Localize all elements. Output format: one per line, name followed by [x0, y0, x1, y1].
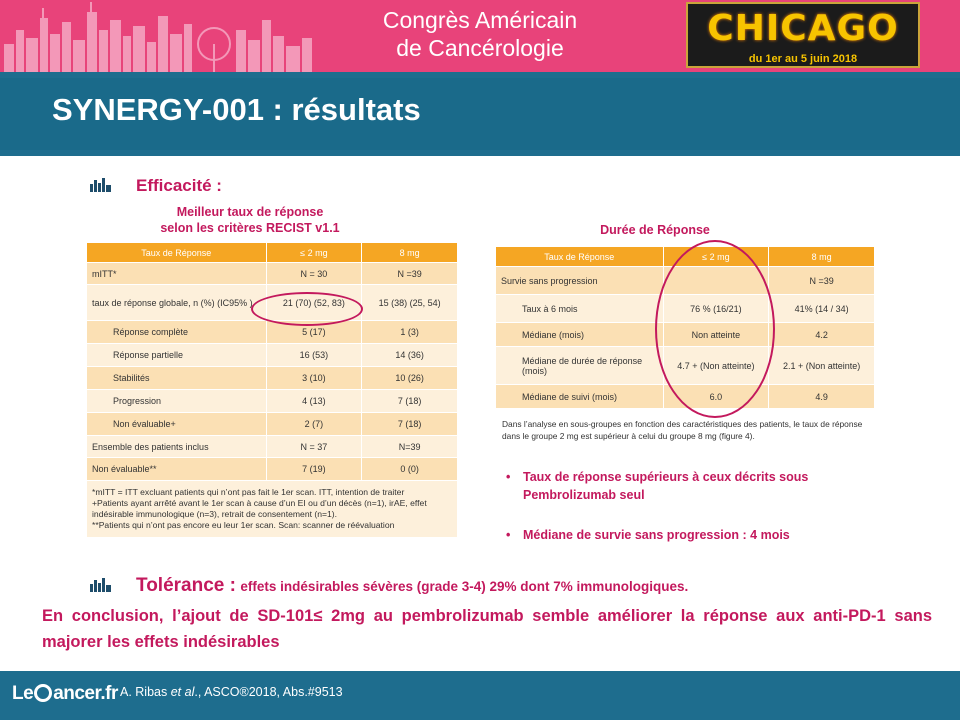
chicago-badge: CHICAGO du 1er au 5 juin 2018 [686, 2, 920, 68]
citation: A. Ribas et al., ASCO®2018, Abs.#9513 [120, 685, 343, 699]
cell-8mg: 41% (14 / 34) [768, 294, 875, 323]
row-label: mITT* [86, 262, 267, 285]
conclusion-text: En conclusion, l’ajout de SD-101≤ 2mg au… [42, 607, 932, 651]
row-label: Médiane de suivi (mois) [495, 384, 664, 409]
tolerance-line: Tolérance : effets indésirables sévères … [136, 575, 688, 597]
citation-source: ., ASCO®2018, Abs.#9513 [194, 685, 343, 699]
row-label: Progression [86, 389, 267, 413]
row-label: Médiane de durée de réponse (mois) [495, 346, 664, 385]
cell-2mg: 3 (10) [265, 366, 363, 390]
cell-8mg: 7 (18) [361, 412, 458, 436]
footer-band [0, 671, 960, 720]
cell-2mg: 4 (13) [265, 389, 363, 413]
logo-text-left: Le [12, 683, 34, 704]
cell-8mg: N =39 [768, 266, 875, 295]
tolerance-heading: Tolérance : [136, 575, 236, 596]
table-row: Réponse complète 5 (17) 1 (3) [86, 320, 458, 344]
row-label: Survie sans progression [495, 266, 664, 295]
logo-text-right: ancer.fr [53, 683, 118, 704]
table-row: Non évaluable+ 2 (7) 7 (18) [86, 412, 458, 436]
cell-8mg: N =39 [361, 262, 458, 285]
row-label: Médiane (mois) [495, 322, 664, 347]
cell-8mg: 7 (18) [361, 389, 458, 413]
bullet-text: Médiane de survie sans progression : 4 m… [523, 528, 790, 542]
table-header: ≤ 2 mg [265, 242, 363, 263]
skyline-bullet-icon [90, 578, 111, 592]
cell-8mg: 4.2 [768, 322, 875, 347]
congress-title: Congrès Américain de Cancérologie [330, 6, 630, 62]
bullet-dot: • [506, 528, 511, 542]
table-notes-row: *mITT = ITT excluant patients qui n’ont … [86, 480, 458, 538]
row-label: Stabilités [86, 366, 267, 390]
cell-2mg: 7 (19) [265, 457, 363, 481]
table-row: Non évaluable** 7 (19) 0 (0) [86, 457, 458, 481]
bullet-item: • Taux de réponse supérieurs à ceux décr… [506, 468, 846, 504]
duration-table: Taux de Réponse ≤ 2 mg 8 mg Survie sans … [495, 246, 875, 409]
response-rate-table: Taux de Réponse ≤ 2 mg 8 mg mITT* N = 30… [86, 242, 458, 538]
cell-8mg: 10 (26) [361, 366, 458, 390]
row-label: Ensemble des patients inclus [86, 435, 267, 458]
table-header: 8 mg [361, 242, 458, 263]
row-label: taux de réponse globale, n (%) (IC95% ) [86, 284, 267, 321]
table-row: Ensemble des patients inclus N = 37 N=39 [86, 435, 458, 458]
efficacy-subtitle-line2: selon les critères RECIST v1.1 [160, 221, 340, 235]
table-notes: *mITT = ITT excluant patients qui n’ont … [86, 480, 458, 538]
citation-etal: et al [170, 685, 195, 699]
citation-authors: A. Ribas [120, 685, 171, 699]
congress-title-line2: de Cancérologie [396, 35, 564, 61]
cell-2mg: N = 30 [265, 262, 363, 285]
cell-2mg: 16 (53) [265, 343, 363, 367]
row-label: Non évaluable** [86, 457, 267, 481]
congress-dates: du 1er au 5 juin 2018 [748, 53, 858, 65]
cell-8mg: N=39 [361, 435, 458, 458]
cell-2mg: 2 (7) [265, 412, 363, 436]
congress-title-line1: Congrès Américain [382, 7, 578, 33]
efficacy-heading: Efficacité : [136, 176, 222, 195]
lecancer-logo: Le ancer.fr [12, 683, 118, 705]
logo-c-icon [34, 684, 53, 702]
tolerance-text: effets indésirables sévères (grade 3-4) … [240, 579, 689, 594]
efficacy-subtitle: Meilleur taux de réponse selon les critè… [100, 204, 400, 236]
highlight-ellipse-2mg [655, 240, 775, 418]
note-scan: **Patients qui n’ont pas encore eu leur … [92, 520, 395, 530]
table-row: Progression 4 (13) 7 (18) [86, 389, 458, 413]
cell-8mg: 0 (0) [361, 457, 458, 481]
chicago-word: CHICAGO [707, 8, 899, 49]
bullet-item: • Médiane de survie sans progression : 4… [506, 526, 846, 544]
row-label: Réponse partielle [86, 343, 267, 367]
table-row: Réponse partielle 16 (53) 14 (36) [86, 343, 458, 367]
note-non-evaluable: +Patients ayant arrêté avant le 1er scan… [92, 498, 427, 519]
row-label: Non évaluable+ [86, 412, 267, 436]
table-header: Taux de Réponse [495, 246, 664, 267]
subgroup-caption: Dans l’analyse en sous-groupes en foncti… [502, 419, 863, 441]
title-band [0, 72, 960, 156]
cell-8mg: 15 (38) (25, 54) [361, 284, 458, 321]
slide-title: SYNERGY-001 : résultats [52, 92, 421, 127]
table-row: mITT* N = 30 N =39 [86, 262, 458, 285]
cell-8mg: 1 (3) [361, 320, 458, 344]
bullet-dot: • [506, 470, 511, 484]
cell-8mg: 4.9 [768, 384, 875, 409]
skyline-bullet-icon [90, 178, 111, 192]
efficacy-subtitle-line1: Meilleur taux de réponse [176, 205, 324, 219]
cell-2mg: N = 37 [265, 435, 363, 458]
table-header: 8 mg [768, 246, 875, 267]
cell-8mg: 2.1 + (Non atteinte) [768, 346, 875, 385]
skyline-icon [4, 2, 312, 72]
note-mitt: *mITT = ITT excluant patients qui n’ont … [92, 487, 405, 497]
table-row: Médiane (mois) Non atteinte 4.2 [495, 322, 875, 347]
table-row: Stabilités 3 (10) 10 (26) [86, 366, 458, 390]
congress-banner: Congrès Américain de Cancérologie CHICAG… [0, 0, 960, 72]
cell-8mg: 14 (36) [361, 343, 458, 367]
bullet-text: Taux de réponse supérieurs à ceux décrit… [523, 470, 809, 502]
table-header: Taux de Réponse [86, 242, 267, 263]
row-label: Réponse complète [86, 320, 267, 344]
highlight-ellipse-orr [251, 292, 363, 326]
duration-heading: Durée de Réponse [600, 223, 710, 237]
row-label: Taux à 6 mois [495, 294, 664, 323]
